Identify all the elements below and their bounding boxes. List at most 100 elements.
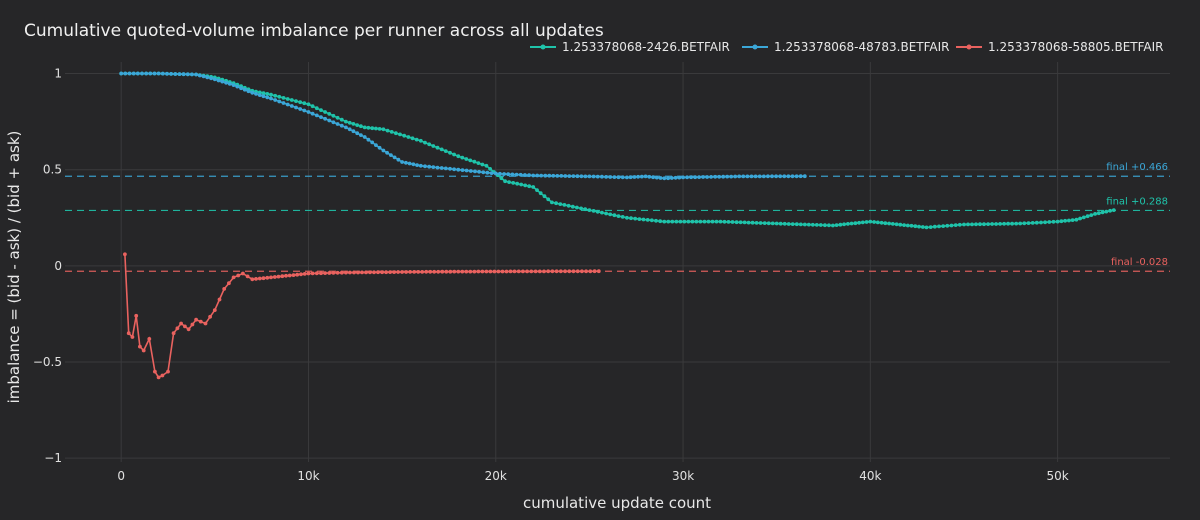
series-layer: [119, 71, 1116, 380]
data-point: [319, 115, 323, 119]
legend-item[interactable]: 1.253378068-48783.BETFAIR: [742, 40, 950, 54]
data-point: [432, 269, 437, 274]
data-point: [165, 71, 169, 76]
data-point: [377, 145, 382, 150]
data-point: [749, 174, 754, 179]
data-point: [492, 269, 497, 274]
data-point: [443, 166, 448, 171]
data-point: [456, 269, 461, 274]
data-point: [123, 71, 128, 76]
data-point: [1055, 219, 1060, 224]
data-point: [608, 212, 613, 217]
data-point: [580, 269, 584, 274]
data-point: [654, 175, 659, 180]
legend[interactable]: 1.253378068-2426.BETFAIR 1.253378068-4878…: [530, 40, 1164, 54]
data-point: [231, 275, 236, 280]
data-point: [1108, 208, 1112, 213]
data-point: [673, 175, 678, 180]
data-point: [962, 222, 966, 227]
data-point: [745, 174, 750, 179]
data-point: [476, 269, 481, 274]
data-point: [658, 219, 663, 224]
data-point: [774, 174, 778, 179]
data-point: [827, 223, 831, 228]
data-point: [480, 269, 485, 274]
data-point: [484, 269, 489, 274]
data-point: [551, 173, 556, 178]
data-point: [750, 220, 755, 225]
data-point: [571, 269, 576, 274]
data-point: [498, 171, 502, 176]
data-point: [488, 269, 493, 274]
data-point: [503, 179, 507, 184]
data-point: [758, 221, 763, 225]
data-point: [689, 175, 693, 180]
legend-marker: [752, 44, 758, 50]
data-point: [289, 104, 294, 108]
data-point: [778, 221, 783, 226]
x-tick-label: 50k: [1047, 469, 1069, 483]
legend-label: 1.253378068-48783.BETFAIR: [774, 40, 950, 54]
data-point: [306, 110, 311, 114]
data-point: [152, 71, 157, 76]
data-point: [754, 221, 759, 225]
data-point: [351, 122, 356, 126]
data-point: [472, 159, 477, 164]
data-point: [937, 224, 941, 229]
data-point: [212, 308, 217, 312]
data-point: [222, 287, 227, 291]
data-point: [224, 80, 229, 85]
data-point: [982, 222, 986, 227]
data-point: [376, 270, 380, 275]
data-point: [319, 108, 323, 112]
data-point: [790, 222, 795, 227]
data-point: [299, 272, 303, 277]
data-point: [314, 106, 319, 111]
data-point: [366, 137, 371, 142]
data-point: [360, 270, 364, 275]
data-point: [1067, 218, 1071, 223]
data-point: [554, 201, 558, 206]
data-point: [1111, 208, 1116, 213]
data-point: [406, 135, 411, 139]
data-point: [645, 218, 650, 222]
legend-item[interactable]: 1.253378068-58805.BETFAIR: [956, 40, 1164, 54]
data-point: [339, 123, 344, 128]
data-point: [953, 223, 958, 228]
data-point: [424, 269, 429, 274]
data-point: [516, 269, 521, 274]
data-point: [468, 169, 473, 173]
data-point: [388, 270, 392, 274]
data-point: [209, 76, 214, 81]
data-point: [738, 220, 743, 225]
data-point: [356, 270, 360, 275]
legend-item[interactable]: 1.253378068-2426.BETFAIR: [530, 40, 730, 54]
data-point: [774, 221, 779, 226]
data-point: [510, 172, 515, 177]
data-point: [489, 171, 494, 176]
data-point: [1043, 220, 1047, 225]
data-point: [658, 176, 663, 180]
data-point: [131, 71, 136, 76]
data-point: [558, 202, 563, 207]
data-point: [864, 220, 869, 224]
data-point: [525, 269, 529, 274]
data-point: [1059, 219, 1064, 224]
data-point: [670, 219, 675, 224]
data-point: [410, 136, 415, 141]
data-point: [362, 125, 367, 130]
data-point: [810, 222, 815, 227]
data-point: [1093, 212, 1097, 216]
data-point: [625, 215, 629, 220]
data-point: [135, 71, 140, 76]
data-point: [974, 222, 978, 227]
data-point: [538, 191, 543, 196]
data-point: [639, 174, 644, 179]
data-point: [339, 270, 344, 275]
data-point: [273, 93, 278, 98]
data-point: [753, 174, 758, 179]
data-point: [794, 222, 799, 227]
data-point: [620, 175, 625, 180]
data-point: [721, 174, 726, 179]
data-point: [396, 157, 401, 162]
